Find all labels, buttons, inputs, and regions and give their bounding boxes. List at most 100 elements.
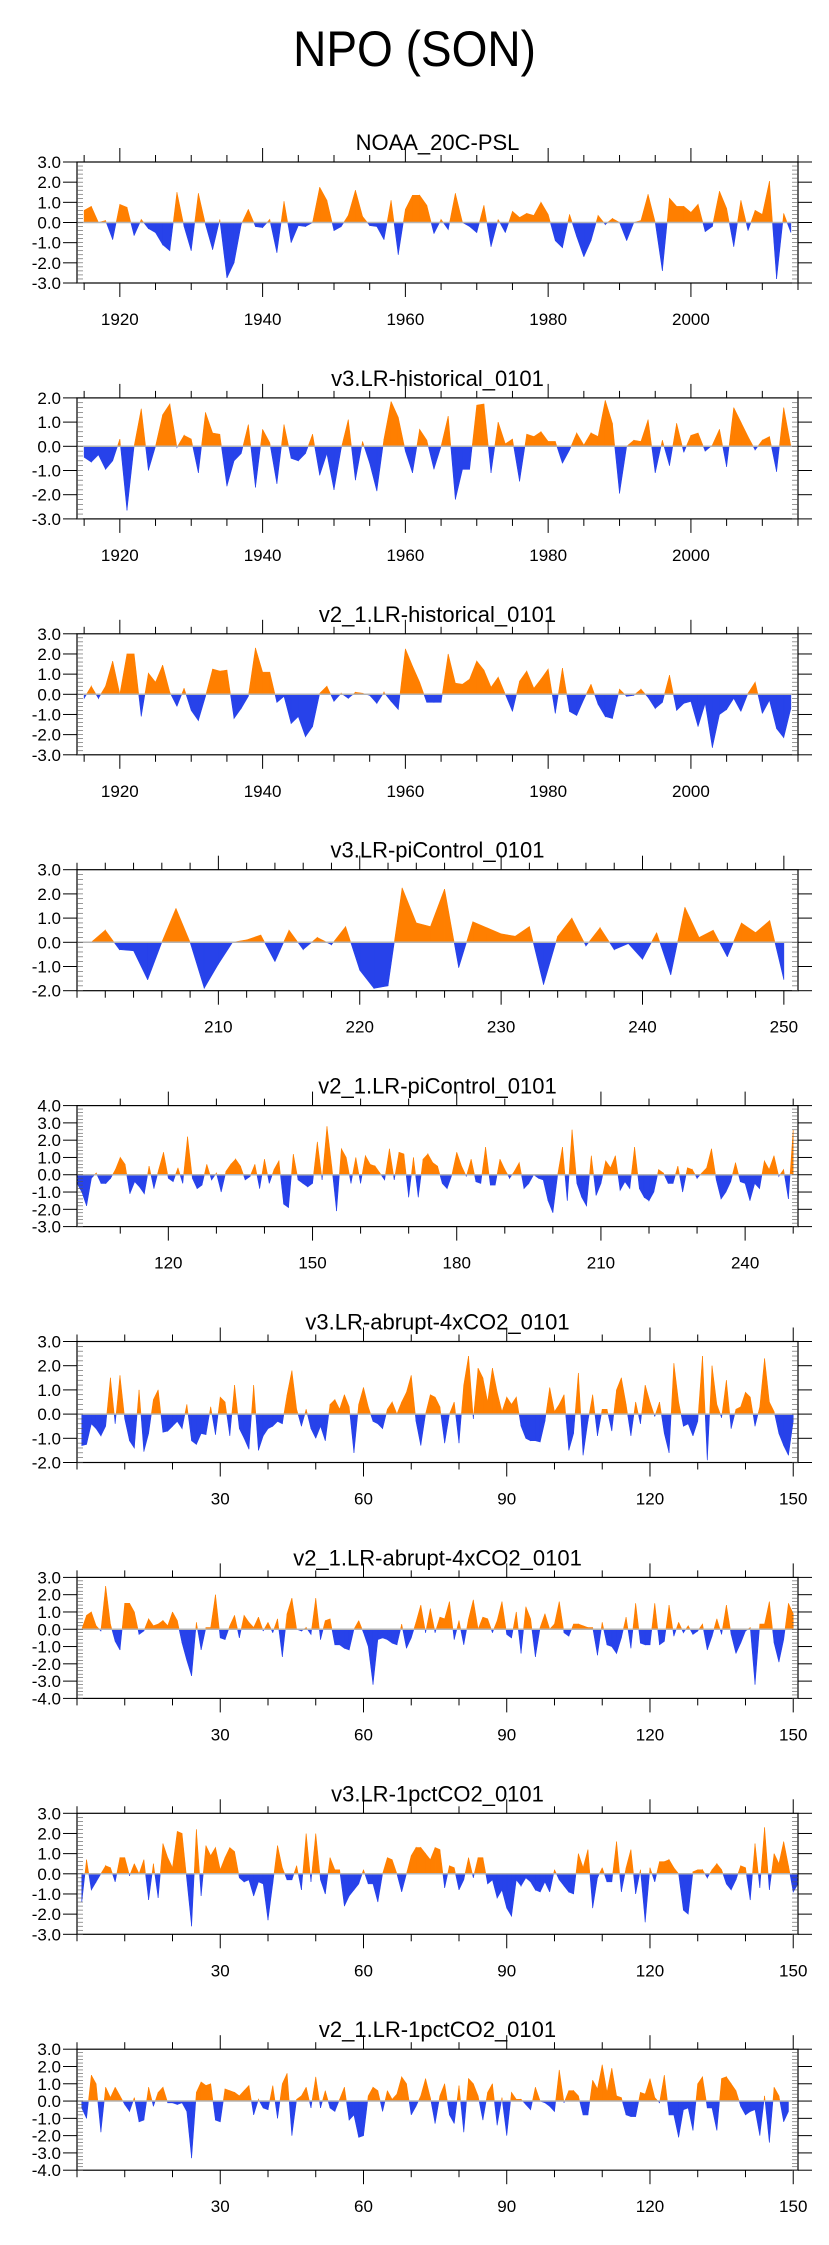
negative-area — [637, 1413, 641, 1424]
negative-area — [153, 1174, 158, 1189]
positive-area — [762, 181, 770, 223]
negative-area — [377, 1413, 383, 1430]
x-tick-label: 1940 — [244, 782, 282, 801]
negative-area — [320, 2100, 323, 2109]
negative-area — [312, 693, 320, 727]
negative-area — [744, 1174, 751, 1201]
negative-area — [211, 1174, 216, 1181]
negative-area — [730, 1873, 737, 1891]
negative-area — [186, 1628, 192, 1677]
positive-area — [752, 1843, 756, 1875]
negative-area — [469, 445, 473, 470]
negative-area — [212, 222, 220, 250]
positive-area — [273, 1159, 280, 1176]
negative-area — [627, 1628, 632, 1649]
positive-area — [557, 668, 563, 695]
negative-area — [565, 1413, 570, 1451]
negative-area — [348, 2100, 355, 2121]
positive-area — [616, 2095, 622, 2102]
negative-area — [170, 693, 178, 707]
negative-area — [651, 1873, 656, 1882]
negative-area — [182, 1174, 184, 1184]
y-tick-label: -1.0 — [32, 1183, 61, 1202]
positive-area — [535, 2087, 541, 2102]
x-tick-label: 2000 — [672, 782, 710, 801]
negative-area — [612, 693, 619, 719]
negative-area — [282, 1413, 285, 1424]
positive-area — [365, 1154, 371, 1176]
positive-area — [124, 1164, 128, 1176]
negative-area — [148, 1873, 153, 1901]
positive-area — [604, 400, 613, 447]
positive-area — [105, 1865, 111, 1875]
positive-area — [258, 1617, 264, 1630]
negative-area — [521, 1174, 525, 1189]
x-tick-label: 240 — [628, 1018, 656, 1037]
negative-area — [587, 2100, 591, 2115]
positive-area — [167, 1857, 173, 1875]
positive-area — [499, 1159, 506, 1176]
negative-area — [455, 1413, 460, 1444]
positive-area — [726, 1380, 731, 1415]
positive-area — [344, 2087, 347, 2102]
positive-area — [83, 205, 92, 223]
positive-area — [788, 1603, 794, 1630]
negative-area — [492, 1873, 498, 1899]
positive-area — [668, 1605, 674, 1630]
negative-area — [721, 1628, 723, 1635]
plot-frame — [76, 2048, 799, 2171]
positive-area — [205, 669, 213, 695]
positive-area — [198, 193, 206, 223]
positive-area — [735, 2090, 740, 2102]
negative-area — [447, 222, 450, 230]
negative-area — [779, 2100, 784, 2122]
positive-area — [468, 1857, 473, 1875]
negative-area — [706, 1628, 713, 1651]
negative-area — [580, 1413, 584, 1456]
positive-area — [451, 1152, 458, 1176]
positive-area — [329, 1618, 333, 1630]
negative-area — [673, 2100, 679, 2138]
negative-area — [134, 1174, 140, 1188]
negative-area — [405, 445, 413, 474]
positive-area — [701, 1167, 707, 1176]
negative-area — [384, 1174, 386, 1180]
negative-area — [240, 445, 244, 454]
positive-area — [205, 1845, 211, 1875]
negative-area — [105, 1413, 108, 1427]
y-tick-label: 0.0 — [37, 2092, 61, 2111]
negative-area — [297, 1174, 304, 1184]
positive-area — [558, 1601, 564, 1630]
positive-area — [533, 202, 542, 223]
negative-area — [440, 1413, 445, 1444]
positive-area — [215, 1594, 220, 1630]
negative-area — [759, 1174, 763, 1189]
positive-area — [319, 187, 328, 223]
positive-area — [469, 660, 478, 695]
y-tick-label: 3.0 — [37, 1114, 61, 1133]
positive-area — [250, 1164, 256, 1176]
y-tick-label: 2.0 — [37, 1131, 61, 1150]
negative-area — [571, 222, 578, 237]
negative-area — [544, 1873, 551, 1893]
positive-area — [635, 1603, 640, 1630]
negative-area — [633, 1873, 636, 1895]
x-tick-label: 120 — [636, 1725, 664, 1744]
negative-area — [663, 1174, 669, 1184]
negative-area — [95, 1413, 102, 1437]
y-tick-label: -2.0 — [32, 982, 61, 1001]
x-tick-label: 150 — [779, 1961, 807, 1980]
positive-area — [415, 922, 431, 943]
positive-area — [215, 1847, 221, 1875]
positive-area — [302, 1833, 307, 1875]
negative-area — [556, 445, 563, 464]
negative-area — [600, 1174, 604, 1184]
positive-area — [169, 403, 178, 447]
positive-area — [678, 1622, 683, 1630]
negative-area — [264, 941, 276, 962]
negative-area — [704, 222, 713, 233]
negative-area — [143, 1174, 148, 1194]
negative-area — [562, 222, 569, 248]
y-tick-label: -3.0 — [32, 274, 61, 293]
positive-area — [675, 1166, 679, 1176]
